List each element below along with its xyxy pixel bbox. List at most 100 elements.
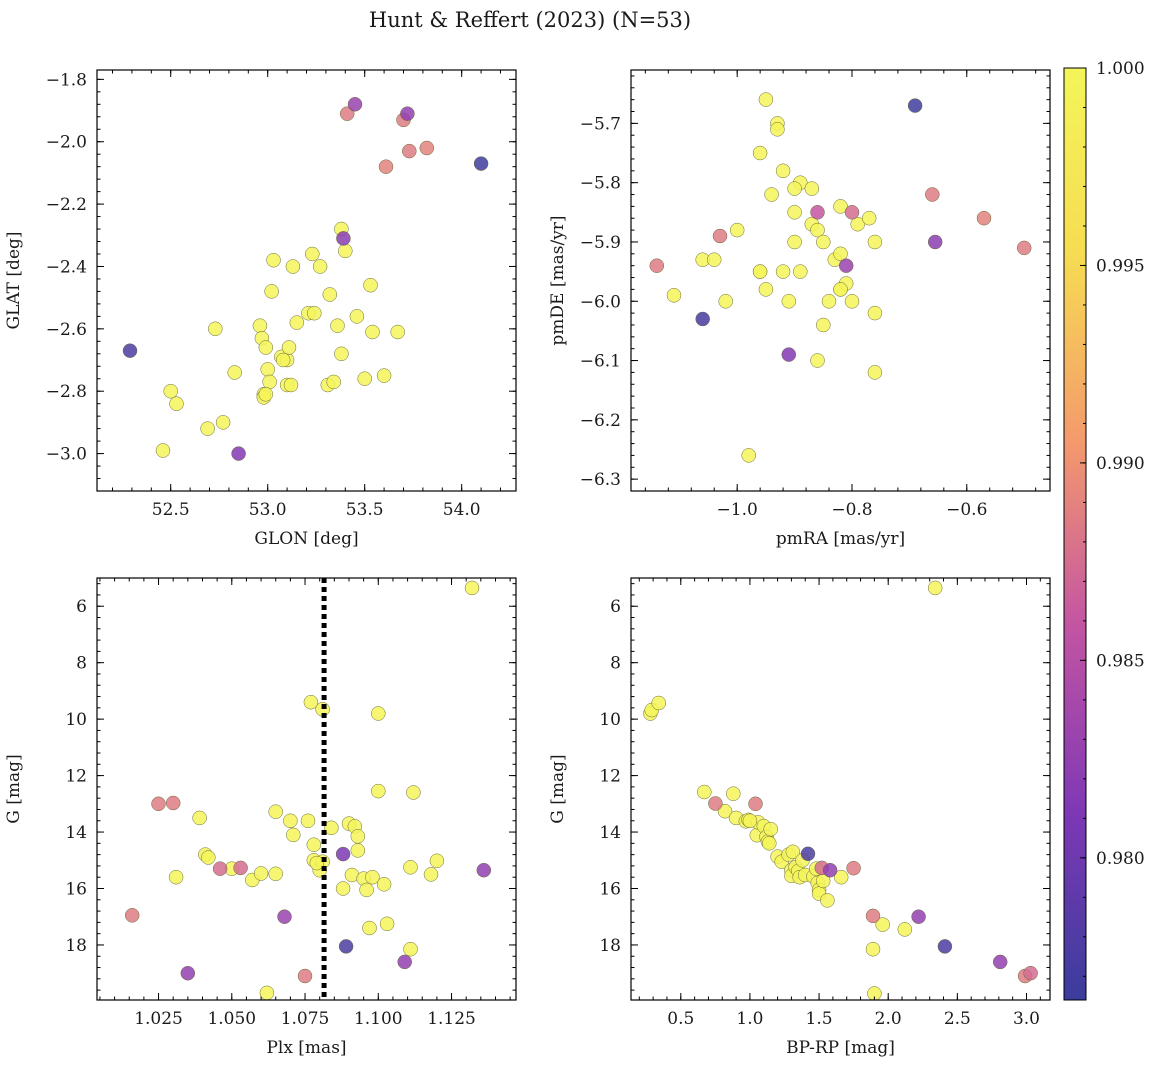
data-point: [911, 909, 926, 924]
y-tick-label: 16: [599, 880, 621, 900]
data-point: [338, 243, 353, 259]
data-point: [283, 813, 298, 829]
x-tick-label: 2.0: [875, 1009, 902, 1029]
data-point: [804, 181, 820, 196]
x-tick-label: −1.0: [717, 500, 758, 520]
data-point: [764, 187, 779, 202]
data-point: [283, 377, 299, 393]
data-point: [729, 222, 745, 238]
data-point: [752, 145, 768, 161]
y-tick-label: −2.4: [46, 257, 87, 277]
data-point: [376, 368, 392, 383]
panel-plx-g: 1.025 1.050 1.075 1.100 1.125 6 8 10 12 14 16 18 Plx…: [4, 577, 517, 1058]
data-point: [268, 804, 283, 819]
data-point: [297, 968, 313, 984]
data-point: [266, 252, 281, 268]
data-point: [365, 869, 380, 885]
x-tick-label: 1.0: [736, 1009, 763, 1029]
data-point: [168, 869, 184, 885]
colorbar-tick-label: 0.985: [1096, 651, 1145, 671]
y-tick-label: 10: [599, 710, 621, 730]
data-point: [697, 784, 712, 800]
x-tick-label: 1.050: [207, 1009, 256, 1029]
x-tick-label: 1.025: [134, 1009, 183, 1029]
data-point: [379, 916, 395, 932]
y-tick-label: −2.6: [46, 320, 87, 340]
data-point: [473, 156, 489, 171]
data-point: [258, 340, 274, 355]
data-point: [339, 106, 355, 121]
data-point: [850, 216, 865, 232]
figure-title: Hunt & Reffert (2023) (N=53): [369, 8, 691, 32]
colorbar-tick-label: 0.995: [1096, 256, 1145, 276]
data-point: [464, 580, 480, 596]
data-point: [718, 294, 733, 309]
data-point: [726, 786, 741, 801]
data-point: [822, 862, 838, 878]
data-point: [402, 143, 417, 159]
data-point: [259, 985, 275, 1000]
x-tick-label: 53.0: [249, 500, 287, 520]
data-point: [180, 965, 196, 981]
data-point: [937, 939, 953, 954]
data-point: [787, 181, 802, 196]
y-axis-label: GLAT [deg]: [4, 231, 24, 329]
data-point: [262, 374, 277, 390]
y-axis-label: G [mag]: [548, 754, 568, 823]
data-point: [666, 288, 682, 303]
data-point: [833, 869, 849, 885]
data-point: [324, 820, 339, 836]
data-point: [231, 446, 246, 461]
data-point: [277, 909, 292, 924]
data-point: [476, 862, 492, 878]
data-point: [201, 850, 216, 865]
data-point: [303, 694, 319, 710]
data-point: [258, 387, 274, 402]
x-axis-label: Plx [mas]: [266, 1038, 346, 1058]
panel-bprp-g: 0.5 1.0 1.5 2.0 2.5 3.0 6 8 10 12 14 16 18 BP-RP [mag…: [548, 577, 1051, 1058]
data-point: [787, 234, 802, 250]
data-point: [708, 796, 723, 811]
points-glon-glat: [122, 97, 489, 461]
y-tick-label: −5.7: [580, 114, 621, 134]
data-point: [927, 580, 943, 596]
data-point: [742, 813, 758, 829]
y-tick-label: 8: [76, 654, 87, 674]
data-point: [770, 122, 785, 137]
y-tick-label: −6.1: [580, 352, 621, 372]
y-tick-label: 6: [76, 597, 87, 617]
data-point: [712, 228, 728, 244]
data-point: [122, 343, 138, 358]
data-point: [758, 282, 774, 297]
data-point: [227, 365, 242, 380]
data-point: [371, 783, 386, 799]
data-point: [371, 706, 386, 721]
data-point: [215, 415, 231, 430]
panel-glon-glat: 52.5 53.0 53.5 54.0 −3.0 −2.8 −2.6 −2.4 −2.2 −2.0…: [4, 69, 517, 549]
data-point: [925, 187, 940, 202]
x-tick-label: 1.125: [427, 1009, 476, 1029]
data-point: [741, 448, 756, 463]
x-tick-label: 1.5: [806, 1009, 833, 1029]
colorbar-tick-label: 0.990: [1096, 454, 1145, 474]
y-tick-label: −2.8: [46, 382, 87, 402]
data-point: [800, 846, 816, 862]
x-tick-label: 3.0: [1013, 1009, 1040, 1029]
axes-frame: [630, 577, 1051, 1001]
data-point: [833, 246, 848, 262]
data-point: [233, 860, 248, 876]
data-point: [365, 324, 380, 340]
y-tick-label: −5.8: [580, 174, 621, 194]
data-point: [281, 340, 297, 355]
data-point: [833, 199, 848, 214]
y-tick-label: −6.3: [580, 470, 621, 490]
x-tick-label: 2.5: [944, 1009, 971, 1029]
points-pmra-pmde: [649, 92, 1032, 463]
data-point: [907, 98, 923, 113]
data-point: [1016, 240, 1032, 256]
data-point: [810, 205, 825, 220]
data-point: [350, 843, 366, 858]
panel-pmra-pmde: −1.0 −0.8 −0.6 −6.3 −6.2 −6.1 −6.0 −5.9 −5.8 −5.7…: [548, 69, 1051, 549]
y-tick-label: 6: [610, 597, 621, 617]
